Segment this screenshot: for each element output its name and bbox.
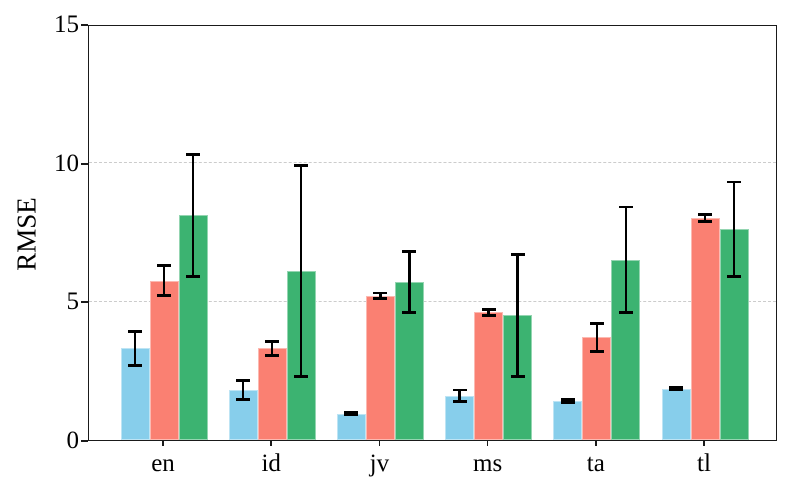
y-tick-mark (81, 440, 88, 442)
error-cap-bottom (344, 413, 359, 417)
x-tick-mark (162, 441, 164, 446)
error-cap-bottom (669, 388, 683, 392)
error-cap-top (402, 250, 417, 253)
bar-skyblue-series-ta (553, 401, 583, 440)
y-tick-label: 10 (54, 149, 79, 177)
error-bar-mediumseagreen-series-ms (516, 254, 519, 377)
x-tick-mark (594, 441, 597, 446)
error-cap-top (669, 385, 683, 389)
error-bar-salmon-series-jv (379, 293, 382, 299)
bar-salmon-series-ta (582, 337, 612, 440)
bar-salmon-series-id (257, 348, 287, 440)
error-bar-skyblue-series-ms (458, 390, 461, 402)
error-bar-salmon-series-ta (595, 323, 599, 352)
error-cap-top (452, 388, 467, 392)
bar-skyblue-series-jv (336, 413, 366, 440)
x-tick-label: ta (586, 450, 605, 477)
error-cap-top (265, 340, 280, 343)
error-cap-bottom (402, 311, 417, 314)
error-cap-top (727, 180, 741, 184)
x-tick-label: en (151, 450, 175, 477)
error-bar-mediumseagreen-series-jv (408, 251, 411, 313)
error-bar-salmon-series-ms (487, 309, 490, 316)
gridline (89, 162, 776, 164)
error-cap-bottom (560, 401, 575, 404)
error-cap-top (236, 378, 251, 382)
error-cap-top (560, 398, 575, 402)
x-tick-mark (378, 441, 381, 446)
error-cap-bottom (452, 399, 467, 403)
bar-skyblue-series-tl (661, 388, 691, 440)
x-tick-mark (703, 441, 705, 446)
error-cap-top (618, 205, 633, 209)
error-bar-mediumseagreen-series-tl (732, 182, 736, 277)
y-tick-mark (81, 162, 88, 165)
error-cap-bottom (589, 349, 604, 353)
error-cap-top (186, 152, 200, 156)
error-bar-salmon-series-en (162, 265, 166, 296)
error-cap-bottom (294, 374, 309, 378)
error-cap-bottom (265, 354, 280, 357)
error-cap-top (128, 330, 142, 334)
error-cap-bottom (373, 297, 388, 300)
error-bar-mediumseagreen-series-en (191, 154, 195, 277)
error-cap-top (589, 322, 604, 325)
gridline (89, 301, 776, 303)
error-cap-top (157, 263, 171, 267)
error-cap-top (481, 308, 496, 312)
y-tick-label: 5 (66, 288, 80, 316)
error-cap-top (373, 291, 388, 295)
x-tick-label: id (261, 450, 281, 477)
bar-salmon-series-tl (690, 218, 720, 440)
error-bar-mediumseagreen-series-id (299, 165, 303, 377)
error-cap-bottom (186, 274, 200, 278)
bar-salmon-series-jv (365, 295, 395, 440)
error-cap-bottom (727, 274, 741, 278)
y-axis-label: RMSE (11, 197, 42, 271)
error-cap-bottom (698, 220, 712, 223)
error-cap-bottom (618, 311, 633, 314)
y-tick-label: 0 (66, 427, 80, 454)
bar-salmon-series-en (149, 280, 179, 440)
error-cap-bottom (157, 294, 171, 298)
x-tick-mark (486, 441, 489, 446)
error-cap-bottom (481, 313, 496, 317)
error-bar-skyblue-series-en (133, 331, 137, 366)
error-bar-mediumseagreen-series-ta (624, 207, 628, 313)
plot-area (88, 25, 777, 441)
x-tick-label: jv (369, 450, 390, 477)
y-tick-mark (81, 24, 88, 26)
x-tick-label: ms (473, 450, 503, 477)
error-bar-salmon-series-tl (703, 214, 707, 222)
error-bar-salmon-series-id (270, 341, 274, 356)
y-tick-label: 15 (54, 11, 79, 38)
error-cap-top (344, 410, 359, 414)
error-cap-bottom (128, 363, 142, 367)
bar-skyblue-series-ms (445, 395, 475, 440)
y-tick-mark (81, 301, 88, 304)
bar-salmon-series-ms (474, 312, 504, 440)
error-cap-top (294, 164, 309, 167)
error-bar-skyblue-series-id (241, 380, 245, 400)
x-tick-mark (270, 441, 273, 446)
error-cap-top (510, 252, 525, 256)
error-cap-top (698, 213, 712, 217)
x-tick-label: tl (697, 450, 711, 477)
error-cap-bottom (510, 374, 525, 378)
error-cap-bottom (236, 398, 251, 402)
